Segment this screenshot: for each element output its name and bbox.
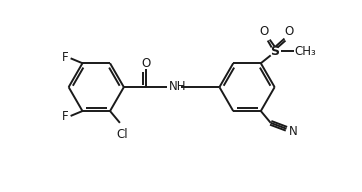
Text: Cl: Cl [116, 128, 128, 141]
Text: CH₃: CH₃ [294, 45, 316, 58]
Text: O: O [141, 57, 150, 70]
Text: N: N [289, 125, 298, 138]
Text: F: F [62, 51, 68, 64]
Text: O: O [285, 25, 294, 38]
Text: F: F [62, 110, 68, 123]
Text: S: S [270, 45, 279, 58]
Text: O: O [259, 25, 268, 38]
Text: NH: NH [169, 80, 187, 93]
